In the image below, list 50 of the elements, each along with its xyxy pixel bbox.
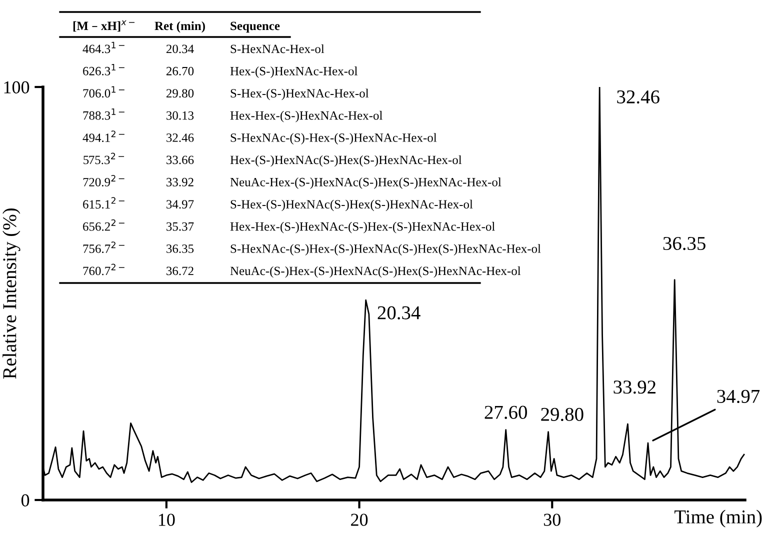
text: 464.3$^{1−}$ (82, 42, 124, 54)
text: Ret (min) (154, 21, 205, 33)
x-tick-label: 20 (351, 514, 368, 526)
text: [M – xH]$^{x−}$ (73, 20, 135, 32)
annotation: 29.80 (541, 408, 584, 422)
text: 26.70 (166, 66, 194, 76)
annotation: 27.60 (484, 406, 527, 419)
annotation: 29.80 (166, 89, 194, 98)
annotation: 36.72 (166, 266, 194, 276)
annotation: 615.1$^{2−}$ (83, 197, 124, 209)
annotation: 32.46 (166, 134, 194, 142)
annotation: S-HexNAc-(S)-Hex-(S-)HexNAc-Hex-ol (230, 133, 437, 144)
annotation: Hex-Hex-(S-)HexNAc-Hex-ol (230, 110, 382, 122)
annotation: 656.2$^{2−}$ (83, 219, 124, 231)
annotation: 20.34 (378, 306, 420, 320)
annotation: 36.35 (166, 244, 194, 253)
annotation: S-Hex-(S-)HexNAc-Hex-ol (230, 88, 369, 100)
annotation: 706.0$^{1−}$ (83, 86, 124, 98)
annotation: 756.7$^{2−}$ (83, 242, 124, 254)
annotation: S-Hex-(S-)HexNAc(S-)Hex(S-)HexNAc-Hex-ol (230, 200, 473, 212)
annotation: 788.3$^{1−}$ (83, 108, 124, 120)
x-tick-label: 10 (158, 514, 175, 526)
annotation: 34.97 (717, 390, 760, 404)
annotation: 32.46 (617, 90, 660, 104)
text: Hex-(S-)HexNAc-Hex-ol (230, 66, 358, 78)
y-tick-label: 100 (4, 81, 30, 94)
y-axis-title: Relative Intensity (%) (2, 208, 20, 379)
annotation: 575.3$^{2−}$ (84, 152, 124, 164)
annotation: Hex-Hex-(S-)HexNAc-(S-)Hex-(S-)HexNAc-Hex-ol (230, 222, 495, 234)
annotation: Hex-(S-)HexNAc(S-)Hex(S-)HexNAc-Hex-ol (230, 155, 462, 167)
annotation: 33.92 (614, 380, 656, 394)
y-tick-label: 0 (21, 494, 30, 506)
annotation: NeuAc-(S-)Hex-(S-)HexNAc(S-)Hex(S-)HexNAc-Hex-ol (230, 266, 521, 278)
annotation: 33.66 (166, 156, 194, 164)
annotation: 720.9$^{2−}$ (83, 174, 124, 186)
text: 20.34 (166, 44, 194, 54)
annotation: S-HexNAc-(S-)Hex-(S-)HexNAc(S-)Hex(S-)HexNAc-Hex-ol (230, 244, 541, 256)
annotation: 760.7$^{2−}$ (83, 264, 124, 276)
annotation: 36.35 (663, 236, 706, 250)
text: S-HexNAc-Hex-ol (230, 44, 324, 54)
text: 626.3$^{1−}$ (83, 64, 124, 76)
annotation: 33.92 (166, 178, 194, 186)
x-axis-title: Time (min) (674, 510, 762, 528)
annotation: 30.13 (166, 111, 194, 120)
annotation: NeuAc-Hex-(S-)HexNAc(S-)Hex(S-)HexNAc-Hex-ol (230, 178, 502, 189)
text: Sequence (230, 22, 280, 33)
annotation: 35.37 (166, 222, 194, 231)
annotation: 34.97 (166, 200, 194, 209)
x-tick-label: 30 (544, 514, 560, 526)
annotation: 494.1$^{2−}$ (82, 130, 124, 142)
